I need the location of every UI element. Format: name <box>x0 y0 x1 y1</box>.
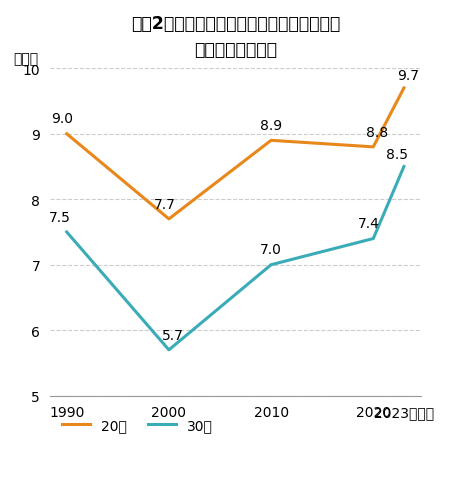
Text: 9.7: 9.7 <box>397 69 419 83</box>
Text: （倍）: （倍） <box>13 52 38 66</box>
Text: 8.5: 8.5 <box>386 148 408 162</box>
Text: 9.0: 9.0 <box>52 112 73 126</box>
Title: 図袅2　新築マンション価格（全国平均）の
対若年層年収倍率: 図袅2 新築マンション価格（全国平均）の 対若年層年収倍率 <box>130 15 340 59</box>
Text: 7.4: 7.4 <box>358 217 380 231</box>
Text: 8.9: 8.9 <box>260 119 282 133</box>
Text: 5.7: 5.7 <box>162 328 184 342</box>
Text: 7.5: 7.5 <box>49 210 71 224</box>
Text: 7.0: 7.0 <box>260 243 282 257</box>
Text: 7.7: 7.7 <box>154 197 176 211</box>
Text: 8.8: 8.8 <box>366 125 388 139</box>
Legend: 20代, 30代: 20代, 30代 <box>57 413 218 438</box>
